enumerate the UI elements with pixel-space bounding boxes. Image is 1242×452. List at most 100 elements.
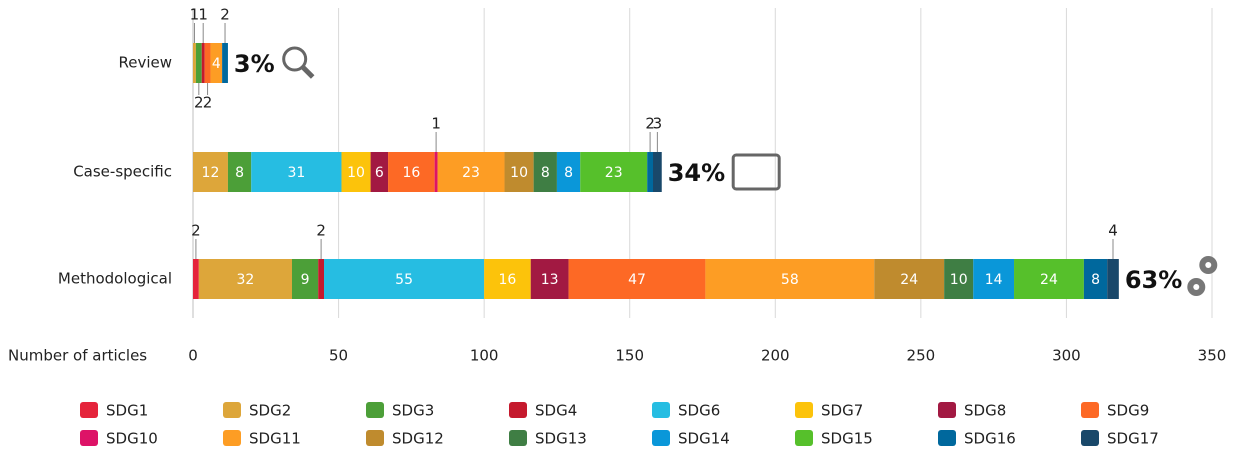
legend-icon: [80, 430, 98, 446]
y-tick-label: Case-specific: [73, 163, 172, 181]
legend-label: SDG9: [1107, 402, 1149, 420]
legend-icon: [366, 430, 384, 446]
bar-segment: [874, 259, 945, 299]
bar-segment: [653, 152, 662, 192]
bar-segment: [222, 43, 228, 83]
legend-icon: [795, 402, 813, 418]
legend-label: SDG11: [249, 430, 301, 448]
data-label: 9: [301, 272, 310, 288]
legend-icon: [509, 430, 527, 446]
data-label: 10: [510, 165, 528, 181]
data-label: 8: [1091, 272, 1100, 288]
legend-label: SDG10: [106, 430, 158, 448]
bar-segment: [291, 259, 319, 299]
bar-segment: [973, 259, 1015, 299]
data-label: 2: [194, 94, 204, 112]
data-label: 2: [220, 6, 230, 24]
bar-segment: [201, 43, 205, 83]
legend-label: SDG12: [392, 430, 444, 448]
x-tick-label: 0: [188, 347, 198, 365]
bar-segment: [1014, 259, 1084, 299]
bar-segment: [944, 259, 974, 299]
legend-icon: [223, 430, 241, 446]
data-label: 14: [985, 272, 1003, 288]
bar-segment: [580, 152, 648, 192]
y-tick-label: Methodological: [58, 270, 172, 288]
bar-segment: [388, 152, 435, 192]
data-label: 1: [198, 6, 208, 24]
data-label: 10: [347, 165, 365, 181]
data-label: 31: [287, 165, 305, 181]
share-label: 3%: [234, 50, 275, 78]
bar-segment: [193, 152, 228, 192]
bar-segment: [556, 152, 581, 192]
legend-label: SDG1: [106, 402, 148, 420]
icons: [282, 46, 1218, 296]
bar-segment: [193, 259, 199, 299]
data-label: 8: [541, 165, 550, 181]
data-label: 1: [190, 6, 200, 24]
legend-label: SDG4: [535, 402, 577, 420]
data-label: 12: [202, 165, 220, 181]
legend-label: SDG8: [964, 402, 1006, 420]
data-label: 32: [236, 272, 254, 288]
data-label: 55: [395, 272, 413, 288]
bar-segment: [341, 152, 371, 192]
data-label: 47: [628, 272, 646, 288]
x-tick-label: 350: [1198, 347, 1227, 365]
bar-segment: [530, 259, 569, 299]
legend-icon: [366, 402, 384, 418]
legend-icon: [80, 402, 98, 418]
legend-icon: [1081, 430, 1099, 446]
legend-label: SDG13: [535, 430, 587, 448]
legend-label: SDG2: [249, 402, 291, 420]
data-label: 1: [431, 115, 441, 133]
legend-label: SDG6: [678, 402, 720, 420]
bar-segment: [434, 152, 438, 192]
bar-segment: [227, 152, 252, 192]
bar-segment: [1107, 259, 1119, 299]
bar-segment: [193, 43, 196, 83]
x-axis-label: Number of articles: [8, 347, 147, 365]
data-label: 6: [375, 165, 384, 181]
data-label: 4: [212, 56, 221, 72]
x-tick-label: 300: [1052, 347, 1081, 365]
data-label: 58: [781, 272, 799, 288]
bar-segment: [195, 43, 202, 83]
bar-segment: [198, 259, 292, 299]
legend-icon: [938, 402, 956, 418]
legend-icon: [795, 430, 813, 446]
share-label: 63%: [1125, 266, 1182, 294]
bar-segment: [251, 152, 342, 192]
bar-segment: [324, 259, 485, 299]
bar-segment: [504, 152, 534, 192]
magnifier-handle: [300, 65, 315, 79]
data-label: 8: [564, 165, 573, 181]
bar-segment: [1083, 259, 1108, 299]
bar-segment: [370, 152, 389, 192]
data-label: 10: [950, 272, 968, 288]
bar-segment: [484, 259, 531, 299]
legend-label: SDG14: [678, 430, 730, 448]
legend-icon: [223, 402, 241, 418]
legend-icon: [509, 402, 527, 418]
x-tick-label: 50: [329, 347, 348, 365]
legend-label: SDG3: [392, 402, 434, 420]
data-label: 2: [316, 222, 326, 240]
legend-icon: [652, 430, 670, 446]
data-label: 24: [900, 272, 918, 288]
x-tick-label: 200: [761, 347, 790, 365]
bar-segment: [647, 152, 654, 192]
x-tick-label: 100: [470, 347, 499, 365]
data-label: 2: [203, 94, 213, 112]
data-label: 16: [402, 165, 420, 181]
data-label: 8: [235, 165, 244, 181]
data-label: 13: [541, 272, 559, 288]
legend-icon: [652, 402, 670, 418]
magnifier-icon: [282, 46, 308, 72]
legend-icon: [1081, 402, 1099, 418]
data-label: 23: [462, 165, 480, 181]
bar-segment: [705, 259, 875, 299]
legend-label: SDG16: [964, 430, 1016, 448]
blueprint-icon: [731, 153, 781, 191]
